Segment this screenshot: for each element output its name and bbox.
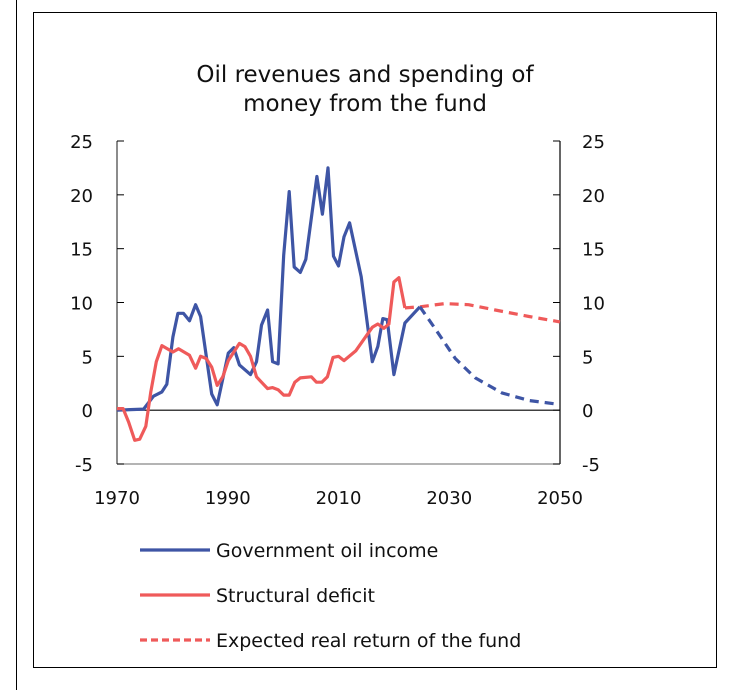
y-tick-label-left: 20 <box>70 186 93 207</box>
y-tick-label-left: -5 <box>75 455 93 476</box>
series-line-expected-real-return-of-the-fund <box>404 302 561 324</box>
x-tick-label: 1990 <box>205 488 251 509</box>
legend-label: Government oil income <box>216 540 438 562</box>
legend-label: Structural deficit <box>216 585 375 607</box>
left-border-line <box>16 0 17 690</box>
y-tick-label-right: 15 <box>582 240 605 261</box>
chart-frame <box>33 12 717 668</box>
y-tick-label-left: 25 <box>70 132 93 153</box>
y-tick-label-right: 25 <box>582 132 605 153</box>
y-tick-label-left: 10 <box>70 294 93 315</box>
y-tick-label-right: 5 <box>582 347 593 368</box>
x-tick-label: 1970 <box>94 488 140 509</box>
y-tick-label-right: 0 <box>582 401 593 422</box>
y-tick-label-right: 10 <box>582 294 605 315</box>
y-tick-label-left: 5 <box>82 347 93 368</box>
chart-title-line-2: money from the fund <box>243 91 487 117</box>
y-tick-label-right: 20 <box>582 186 605 207</box>
y-tick-label-right: -5 <box>582 455 600 476</box>
legend-label: Expected real return of the fund <box>216 630 521 652</box>
x-tick-label: 2010 <box>316 488 362 509</box>
series-line-government-oil-income <box>116 166 422 412</box>
x-tick-label: 2050 <box>537 488 583 509</box>
series-line-projected-oil-income <box>418 305 555 406</box>
x-tick-label: 2030 <box>426 488 472 509</box>
y-tick-label-left: 15 <box>70 240 93 261</box>
chart-title-line-1: Oil revenues and spending of <box>196 62 534 88</box>
series-line-structural-deficit <box>117 276 407 442</box>
y-tick-label-left: 0 <box>82 401 93 422</box>
